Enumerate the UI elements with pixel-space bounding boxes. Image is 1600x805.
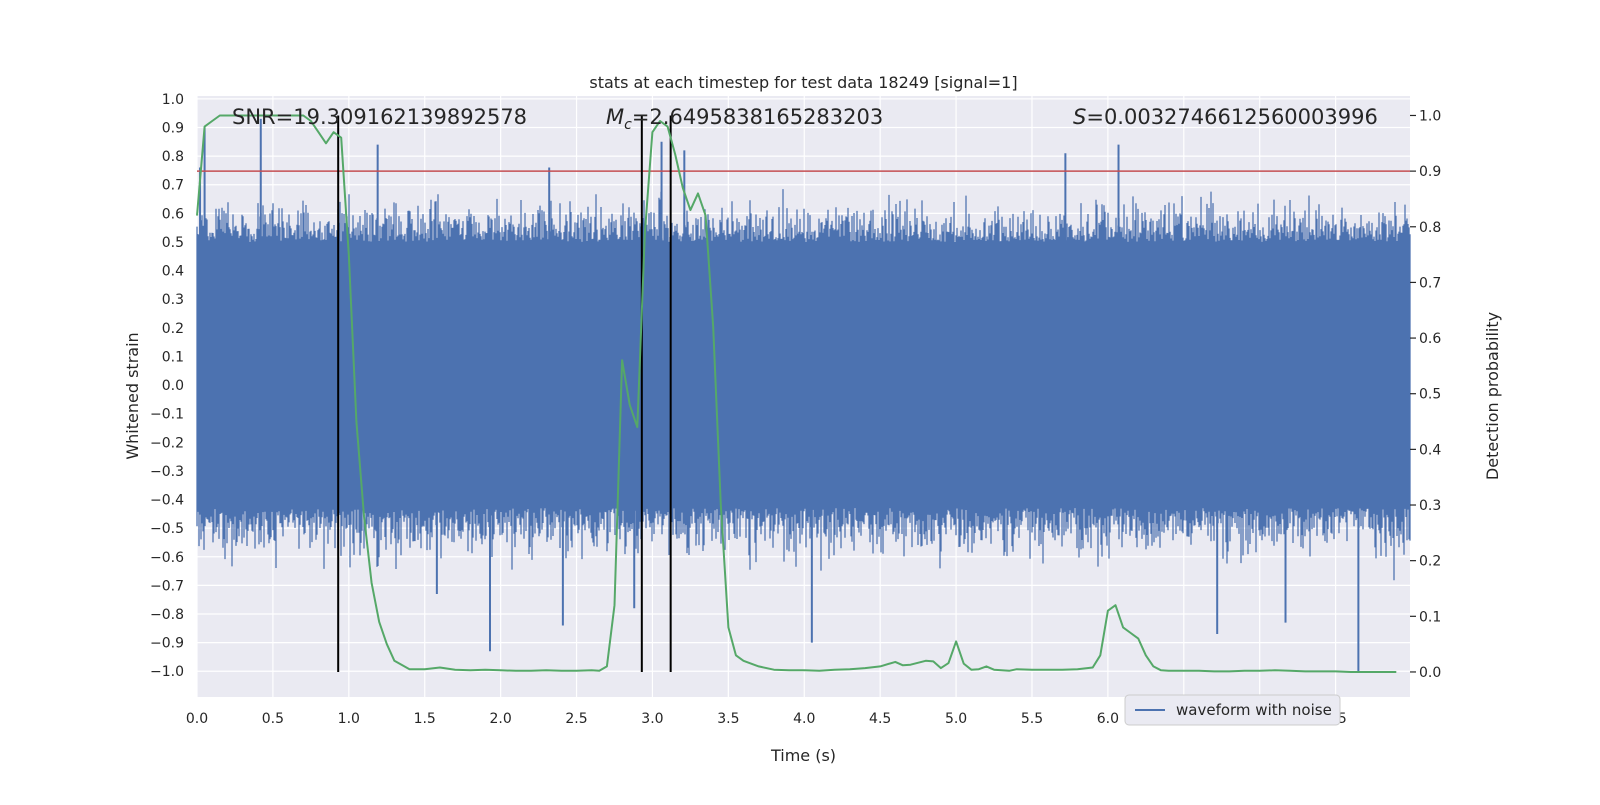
y-tick-label: 0.1 [162,349,184,365]
y2-tick-label: 1.0 [1419,108,1441,124]
waveform-envelope [196,189,1411,581]
y2-tick-label: 0.8 [1419,220,1441,236]
x-tick-label: 5.5 [1021,711,1043,727]
y2-tick-label: 0.6 [1419,331,1441,347]
x-tick-label: 4.0 [793,711,815,727]
y-tick-label: 0.2 [162,321,184,337]
x-tick-label: 3.5 [717,711,739,727]
y-tick-label: −0.9 [150,636,184,652]
y-tick-label: −0.5 [150,521,184,537]
y2-tick-label: 0.5 [1419,387,1441,403]
y2-tick-label: 0.9 [1419,164,1441,180]
legend-label-waveform: waveform with noise [1176,701,1332,719]
y2-tick-label: 0.0 [1419,665,1441,681]
s-value: =0.003274661256000399​6 [1086,105,1378,129]
x-tick-label: 6.0 [1097,711,1119,727]
x-axis-label: Time (s) [770,746,836,765]
chart-title: stats at each timestep for test data 182… [589,73,1017,92]
s-statistic-annotation: S=0.003274661256000399​6 [1073,105,1378,129]
legend: waveform with noise [1124,694,1341,726]
y-tick-label: 0.8 [162,149,184,165]
x-tick-label: 4.5 [869,711,891,727]
mc-symbol: M [606,105,624,129]
x-tick-label: 0.5 [262,711,284,727]
x-tick-label: 1.5 [414,711,436,727]
y-tick-label: 0.0 [162,378,184,394]
y-tick-label: 0.7 [162,178,184,194]
y-tick-label: −0.8 [150,607,184,623]
y-tick-label: 0.5 [162,235,184,251]
vertical-markers [337,115,672,672]
legend-box [1124,694,1341,726]
x-tick-label: 1.0 [338,711,360,727]
y-tick-label: 0.6 [162,206,184,222]
y2-tick-label: 0.4 [1419,442,1441,458]
y-tick-label: −1.0 [150,664,184,680]
y-tick-label: −0.4 [150,493,184,509]
x-tick-label: 2.5 [565,711,587,727]
x-tick-label: 2.0 [489,711,511,727]
y-tick-label: 1.0 [162,92,184,108]
s-symbol: S [1073,105,1086,129]
x-tick-label: 5.0 [945,711,967,727]
y-tick-label: 0.9 [162,120,184,136]
y-tick-label: −0.2 [150,435,184,451]
y2-tick-label: 0.2 [1419,554,1441,570]
y-axis-ticks: 1.0 0.9 0.8 0.7 0.6 0.5 0.4 0.3 0.2 0.1 0.0 −0.1 −0.… [150,92,184,680]
y-axis-label: Whitened strain [123,332,142,459]
y-tick-label: −0.1 [150,407,184,423]
y-tick-label: −0.7 [150,578,184,594]
y2-tick-label: 0.1 [1419,609,1441,625]
y-tick-label: 0.3 [162,292,184,308]
y-tick-label: 0.4 [162,264,184,280]
snr-annotation: SNR=19.309162139892578 [232,105,527,129]
detection-probability-line [196,114,1397,673]
mc-value: =2.6495838165283203 [632,105,883,129]
y2-axis-ticks: 1.0 0.9 0.8 0.7 0.6 0.5 0.4 0.3 0.2 0.1 0.0 [1410,108,1441,681]
chirp-mass-annotation: Mc=2.6495838165283203 [606,105,883,133]
y-tick-label: −0.3 [150,464,184,480]
y-tick-label: −0.6 [150,550,184,566]
y2-tick-label: 0.7 [1419,275,1441,291]
mc-subscript: c [624,117,632,133]
x-tick-label: 3.0 [641,711,663,727]
x-tick-label: 0.0 [186,711,208,727]
y2-tick-label: 0.3 [1419,498,1441,514]
y2-axis-label: Detection probability [1483,312,1502,480]
